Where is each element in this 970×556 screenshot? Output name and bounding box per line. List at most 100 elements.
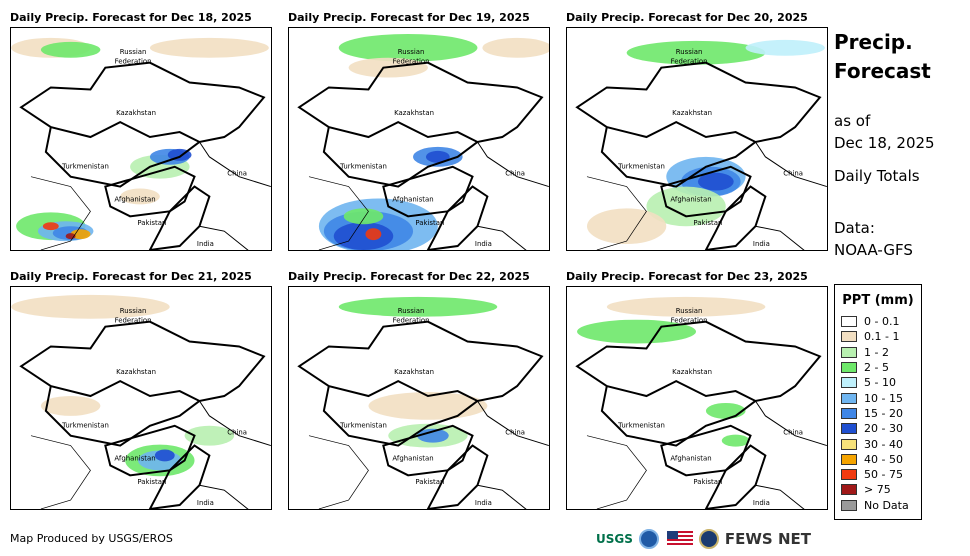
india-border [755,484,805,509]
label-india: India [475,240,492,248]
precip-area [40,41,101,58]
kazakhstan-border [575,61,822,144]
label-afghanistan: Afghanistan [670,454,711,462]
legend-swatch [841,499,857,511]
label-china: China [783,170,803,178]
label-kazakhstan: Kazakhstan [116,109,156,117]
panel-title: Daily Precip. Forecast for Dec 20, 2025 [566,11,808,24]
legend-label: 20 - 30 [864,422,903,436]
label-afghanistan: Afghanistan [114,195,155,203]
forecast-map-panel: Daily Precip. Forecast for Dec 19, 2025 R… [288,11,550,251]
kazakhstan-border [297,61,544,144]
label-kazakhstan: Kazakhstan [394,368,434,376]
label-india: India [197,240,214,248]
forecast-map-panel: Daily Precip. Forecast for Dec 23, 2025 R… [566,270,828,510]
label-turkmenistan: Turkmenistan [339,422,387,430]
precip-area [425,150,450,163]
precip-area [338,33,478,62]
pakistan-border [148,444,211,509]
legend-label: 40 - 50 [864,452,903,466]
precip-area [149,37,269,58]
forecast-map-panel: Daily Precip. Forecast for Dec 20, 2025 R… [566,11,828,251]
legend-swatch [841,316,857,328]
pakistan-border [148,185,211,250]
label-afghanistan: Afghanistan [114,454,155,462]
label-pakistan: Pakistan [693,219,722,227]
precip-area [120,188,160,205]
legend-label: 15 - 20 [864,406,903,420]
india-border [755,225,805,250]
label-pakistan: Pakistan [137,219,166,227]
precip-area [417,428,449,443]
india-border [199,225,249,250]
legend-swatch [841,377,857,389]
precip-area [368,392,488,420]
iran-border [586,435,647,509]
legend-swatch [841,453,857,465]
label-india: India [197,499,214,507]
india-border [477,484,527,509]
precip-area [705,402,746,419]
forecast-map-panel: Daily Precip. Forecast for Dec 18, 2025 R… [10,11,272,251]
label-china: China [505,429,525,437]
legend-label: 30 - 40 [864,437,903,451]
us-flag-icon [666,531,693,547]
legend-label: 0.1 - 1 [864,330,900,344]
india-border [477,225,527,250]
central-asia-border [322,385,479,447]
label-turkmenistan: Turkmenistan [617,422,665,430]
label-turkmenistan: Turkmenistan [339,163,387,171]
forecast-map-panel: Daily Precip. Forecast for Dec 21, 2025 R… [10,270,272,510]
label-india: India [753,499,770,507]
precip-area [745,39,825,56]
precip-area [343,208,384,225]
panel-title: Daily Precip. Forecast for Dec 19, 2025 [288,11,530,24]
kazakhstan-border [575,320,822,403]
legend-title: PPT (mm) [842,293,914,308]
precip-area [40,396,101,416]
label-china: China [505,170,525,178]
label-russia: Russian [120,307,147,315]
precip-area [11,294,170,319]
legend-item: 20 - 30 [835,421,921,436]
afghanistan-border [660,424,752,477]
panel-title: Daily Precip. Forecast for Dec 18, 2025 [10,11,252,24]
pakistan-border [704,444,767,509]
precip-area [184,425,235,446]
pakistan-border [426,444,489,509]
pakistan-border [704,185,767,250]
legend-swatch [841,346,857,358]
legend-label: 5 - 10 [864,376,896,390]
precip-area [365,228,382,241]
legend-item: 0.1 - 1 [835,329,921,344]
legend-label: 0 - 0.1 [864,315,900,329]
footer-credit: Map Produced by USGS/EROS [10,532,173,545]
legend-item: 15 - 20 [835,406,921,421]
label-pakistan: Pakistan [137,478,166,486]
label-federation: Federation [671,317,708,325]
label-russia: Russian [398,48,425,56]
label-pakistan: Pakistan [415,478,444,486]
label-federation: Federation [393,317,430,325]
legend-label: 1 - 2 [864,345,889,359]
iran-border [586,176,647,250]
logos: USGS FEWS NET [596,527,811,551]
legend-swatch [841,438,857,450]
as-of-date: as of Dec 18, 2025 [834,112,935,152]
label-kazakhstan: Kazakhstan [672,109,712,117]
usaid-seal-icon [698,529,719,549]
usgs-logo: USGS [596,532,633,546]
legend-swatch [841,362,857,374]
data-source: Data: NOAA-GFS [834,219,913,259]
daily-totals-label: Daily Totals [834,167,920,185]
label-china: China [227,429,247,437]
legend-label: > 75 [864,483,891,497]
iran-border [30,176,91,250]
label-federation: Federation [671,58,708,66]
legend-swatch [841,407,857,419]
label-india: India [475,499,492,507]
label-afghanistan: Afghanistan [392,195,433,203]
afghanistan-border [660,165,752,218]
india-border [199,484,249,509]
legend-swatch [841,423,857,435]
